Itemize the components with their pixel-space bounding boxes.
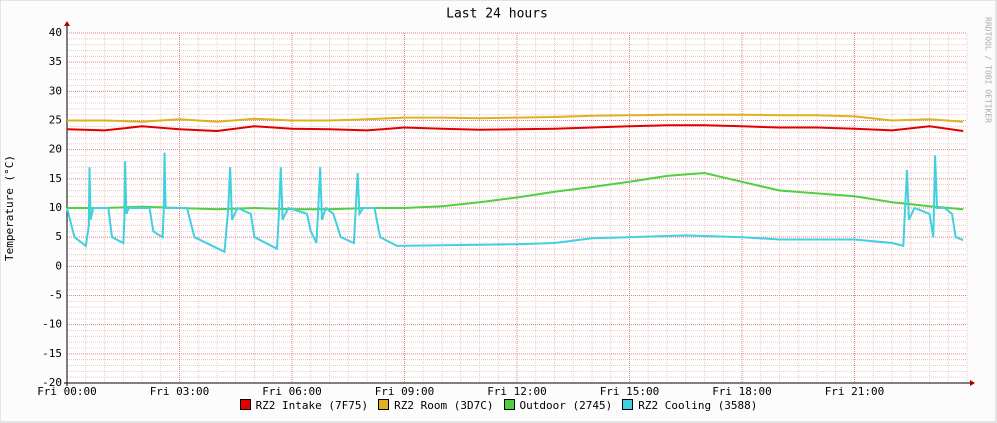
y-tick-label: 15	[49, 172, 62, 185]
watermark: RRDTOOL / TOBI OETIKER	[984, 17, 993, 123]
legend: RZ2 Intake (7F75) RZ2 Room (3D7C) Outdoor …	[0, 399, 997, 412]
x-tick-label: Fri 15:00	[600, 385, 660, 398]
y-tick-label: 35	[49, 55, 62, 68]
chart-title: Last 24 hours	[446, 7, 548, 22]
series-line	[67, 113, 964, 123]
x-tick-label: Fri 18:00	[712, 385, 772, 398]
y-axis-label: Temperature (°C)	[3, 155, 16, 261]
axis-arrow	[64, 21, 70, 26]
series-line	[66, 124, 964, 133]
y-tick-label: -20	[42, 376, 62, 389]
y-tick-label: 30	[49, 84, 62, 97]
x-tick-label: Fri 03:00	[150, 385, 210, 398]
y-tick-label: 10	[49, 201, 62, 214]
x-tick-label: Fri 00:00	[37, 385, 97, 398]
y-tick-label: 25	[49, 114, 62, 127]
legend-item: RZ2 Cooling (3588)	[622, 399, 757, 412]
x-tick-label: Fri 21:00	[825, 385, 885, 398]
legend-label: Outdoor (2745)	[519, 399, 613, 412]
legend-label: RZ2 Cooling (3588)	[638, 399, 758, 412]
y-tick-label: 0	[55, 259, 62, 272]
legend-swatch	[503, 399, 515, 410]
legend-label: RZ2 Intake (7F75)	[255, 399, 369, 412]
x-tick-label: Fri 06:00	[262, 385, 322, 398]
y-tick-label: 40	[49, 26, 62, 39]
legend-item: RZ2 Intake (7F75)	[239, 399, 369, 412]
series-line	[66, 152, 964, 254]
x-tick-label: Fri 09:00	[375, 385, 435, 398]
y-tick-label: 5	[55, 230, 62, 243]
y-tick-label: -5	[49, 289, 62, 302]
series-line	[67, 171, 964, 211]
y-tick-label: -15	[42, 347, 62, 360]
legend-label: RZ2 Room (3D7C)	[394, 399, 494, 412]
legend-item: Outdoor (2745)	[503, 399, 613, 412]
axis-arrow	[970, 380, 975, 386]
legend-swatch	[622, 399, 634, 410]
legend-swatch	[239, 399, 251, 410]
x-tick-label: Fri 12:00	[487, 385, 547, 398]
y-tick-label: -10	[42, 318, 62, 331]
legend-item: RZ2 Room (3D7C)	[378, 399, 494, 412]
legend-swatch	[378, 399, 390, 410]
y-tick-label: 20	[49, 143, 62, 156]
